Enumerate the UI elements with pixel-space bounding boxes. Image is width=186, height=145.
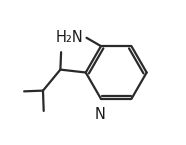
Text: H₂N: H₂N [56,30,84,45]
Text: N: N [95,107,106,122]
